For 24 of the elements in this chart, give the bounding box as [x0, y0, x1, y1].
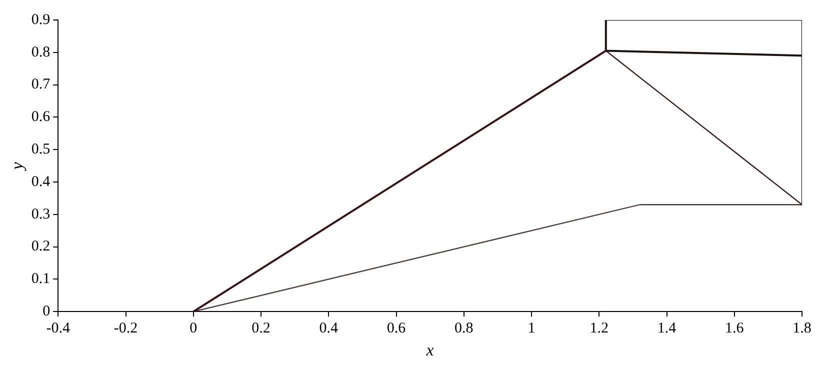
y-tick-label: 0.5: [31, 142, 50, 158]
y-tick-label: 0.1: [31, 271, 50, 288]
x-tick-label: 0.6: [386, 320, 406, 337]
y-tick-label: 0.7: [31, 76, 51, 93]
y-axis-title: y: [8, 162, 27, 172]
y-tick-label: 0.6: [31, 109, 51, 126]
x-tick-label: 1.2: [590, 320, 609, 337]
x-tick-label: 0.4: [319, 320, 339, 337]
y-tick-label: 0.9: [31, 12, 50, 28]
x-tick-label: -0.2: [114, 320, 138, 337]
x-tick-label: 1.8: [792, 320, 812, 337]
x-tick-label: 1: [528, 320, 536, 337]
x-tick-label: 0.2: [252, 320, 270, 337]
x-tick-label: 1.6: [725, 320, 744, 337]
y-tick-label: 0.2: [31, 238, 50, 255]
y-tick-label: 0: [42, 304, 50, 320]
y-tick-label: 0.8: [31, 44, 50, 60]
x-tick-label: -0.4: [46, 320, 71, 337]
x-tick-label: 0: [190, 320, 198, 337]
x-tick-label: 1.4: [657, 320, 677, 337]
x-tick-label: 0.8: [454, 320, 474, 337]
y-tick-label: 0.3: [31, 206, 50, 222]
y-tick-label: 0.4: [31, 174, 51, 190]
x-axis-title: x: [425, 340, 434, 360]
